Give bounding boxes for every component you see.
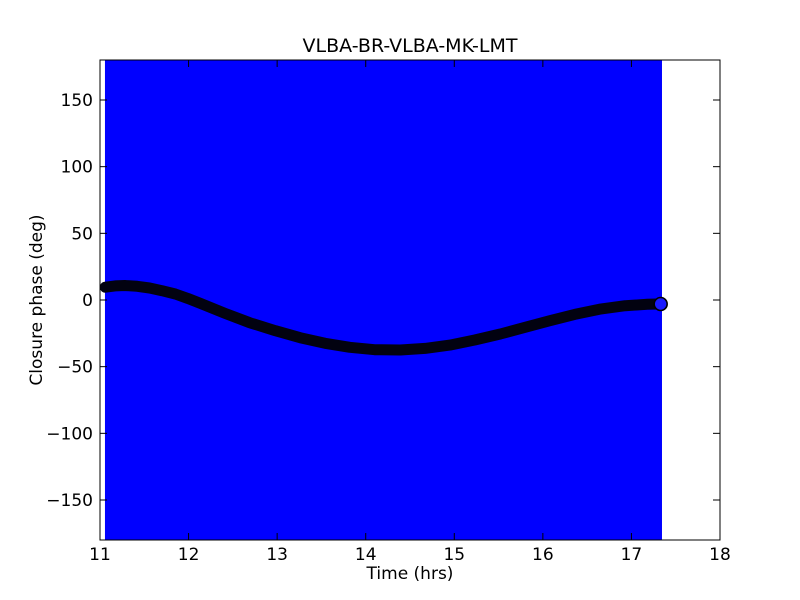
y-tick-label: 100 (61, 158, 93, 178)
x-tick-label: 13 (266, 545, 288, 565)
x-tick-label: 12 (178, 545, 200, 565)
y-tick-label: 150 (61, 91, 93, 111)
model-curve (99, 280, 664, 356)
y-tick-label: −50 (57, 358, 93, 378)
x-tick-label: 15 (443, 545, 465, 565)
y-tick-label: −150 (46, 491, 93, 511)
x-tick-label: 14 (355, 545, 377, 565)
x-tick-label: 17 (621, 545, 643, 565)
x-tick-label: 11 (89, 545, 111, 565)
tick-labels: 11 12 13 14 15 16 17 18 −150 −100 −50 0 50 100 150 (46, 91, 731, 565)
x-axis-label: Time (hrs) (366, 564, 454, 584)
chart-title: VLBA-BR-VLBA-MK-LMT (303, 35, 518, 57)
tick-marks (99, 60, 721, 540)
x-tick-label: 16 (532, 545, 554, 565)
y-axis-label: Closure phase (deg) (27, 214, 47, 385)
y-tick-label: 0 (82, 291, 93, 311)
last-point-marker (653, 296, 668, 312)
y-tick-label: 50 (71, 224, 93, 244)
x-tick-label: 18 (709, 545, 731, 565)
y-tick-label: −100 (46, 424, 93, 444)
